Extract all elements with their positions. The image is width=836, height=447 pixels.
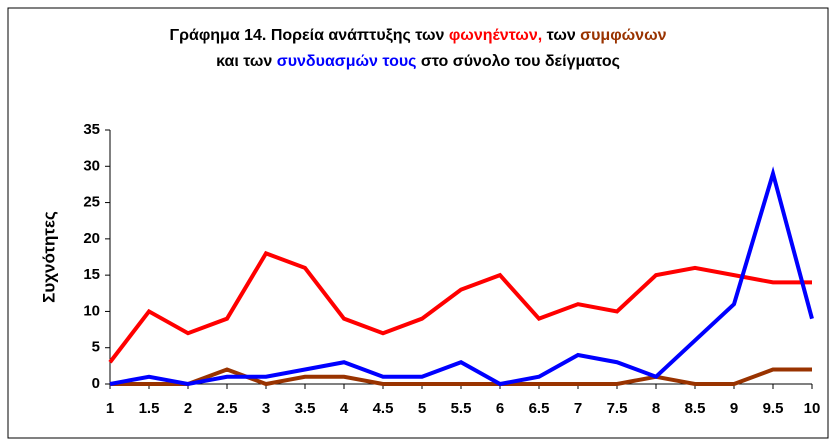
chart-title: Γράφημα 14. Πορεία ανάπτυξης των φωνηέντ…	[169, 27, 666, 44]
title-segment: συμφώνων	[580, 27, 666, 44]
y-tick-label: 10	[83, 302, 100, 319]
x-tick-label: 3	[262, 400, 270, 417]
x-tick-label: 2.5	[217, 400, 238, 417]
y-tick-label: 20	[83, 230, 100, 247]
title-segment: συνδυασμών τους	[277, 53, 417, 70]
series-line	[108, 250, 812, 364]
series-line	[109, 166, 814, 387]
x-tick-label: 8.5	[685, 400, 706, 417]
x-tick-label: 1.5	[139, 400, 160, 417]
x-tick-label: 2	[184, 400, 192, 417]
x-tick-label: 4	[340, 400, 349, 417]
y-tick-label: 5	[92, 339, 100, 356]
x-tick-label: 5.5	[451, 400, 472, 417]
title-segment: των	[542, 27, 580, 44]
chart-title: και των συνδυασμών τους στο σύνολο του δ…	[216, 53, 620, 70]
y-tick-label: 0	[92, 375, 100, 392]
x-tick-label: 1	[106, 400, 114, 417]
y-tick-label: 25	[83, 194, 100, 211]
series-line	[110, 367, 812, 387]
x-tick-label: 9	[730, 400, 738, 417]
x-tick-label: 8	[652, 400, 660, 417]
x-tick-label: 7.5	[607, 400, 628, 417]
title-segment: φωνηέντων,	[449, 27, 542, 44]
x-tick-label: 6	[496, 400, 504, 417]
x-tick-label: 9.5	[763, 400, 784, 417]
y-tick-label: 35	[83, 121, 100, 138]
x-tick-label: 4.5	[373, 400, 394, 417]
title-segment: στο σύνολο του δείγματος	[416, 53, 619, 70]
y-tick-label: 15	[83, 266, 100, 283]
y-axis-label: Συχνότητες	[39, 211, 58, 303]
chart-border	[7, 7, 829, 439]
x-tick-label: 7	[574, 400, 582, 417]
x-tick-label: 6.5	[529, 400, 550, 417]
x-tick-label: 10	[804, 400, 821, 417]
title-segment: Γράφημα 14. Πορεία ανάπτυξης των	[169, 27, 448, 44]
title-segment: και των	[216, 53, 277, 70]
x-tick-label: 5	[418, 400, 426, 417]
y-tick-label: 30	[83, 157, 100, 174]
x-tick-label: 3.5	[295, 400, 316, 417]
